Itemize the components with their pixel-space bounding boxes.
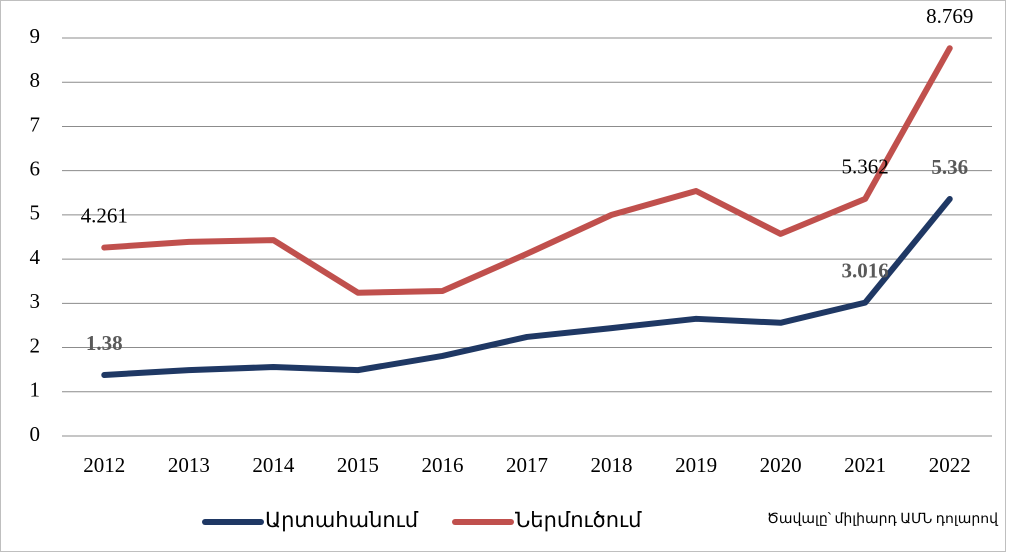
y-tick-label: 3: [30, 289, 41, 313]
series-line: [101, 195, 953, 378]
data-label: 5.362: [842, 155, 889, 179]
x-tick-label: 2014: [252, 453, 295, 477]
y-tick-label: 1: [30, 378, 41, 402]
legend-label: Ներմուծում: [515, 508, 642, 532]
x-tick-label: 2022: [929, 453, 971, 477]
x-tick-label: 2018: [591, 453, 633, 477]
y-tick-label: 2: [30, 333, 41, 357]
x-tick-label: 2019: [675, 453, 717, 477]
x-tick-label: 2017: [506, 453, 548, 477]
y-tick-label: 0: [30, 422, 41, 446]
y-tick-label: 5: [30, 201, 41, 225]
y-tick-label: 8: [30, 68, 41, 92]
legend-label: Արտահանում: [265, 508, 419, 532]
x-tick-label: 2016: [421, 453, 463, 477]
y-tick-label: 4: [30, 245, 41, 269]
x-tick-label: 2020: [760, 453, 802, 477]
y-tick-label: 9: [30, 24, 41, 48]
annotation: Ծավալը՝ միլիարդ ԱՄՆ դոլարով: [767, 512, 999, 527]
data-label: 5.36: [931, 155, 968, 179]
x-tick-label: 2015: [337, 453, 379, 477]
data-label: 3.016: [842, 258, 889, 282]
series-line: [101, 45, 953, 296]
x-tick-label: 2013: [168, 453, 210, 477]
y-tick-label: 7: [30, 112, 41, 136]
x-tick-label: 2021: [844, 453, 886, 477]
x-tick-label: 2012: [83, 453, 125, 477]
data-label: 1.38: [86, 331, 123, 355]
data-label: 8.769: [926, 4, 973, 28]
data-label: 4.261: [81, 203, 128, 227]
y-tick-label: 6: [30, 156, 41, 180]
